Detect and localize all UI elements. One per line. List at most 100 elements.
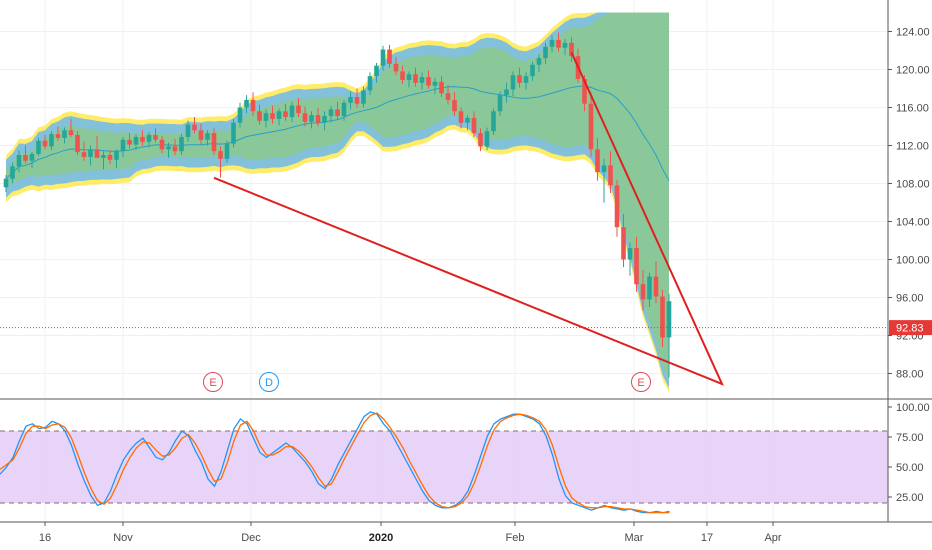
candle-body: [348, 97, 353, 103]
candle-body: [387, 49, 392, 64]
candle-body: [283, 111, 288, 117]
stochastic-oscillator: [0, 411, 888, 514]
candle-body: [361, 90, 366, 104]
candle-body: [23, 155, 28, 161]
candle-body: [452, 99, 457, 112]
candle-body: [10, 166, 15, 179]
y-tick-label: 100.00: [896, 255, 930, 267]
candle-body: [335, 109, 340, 117]
y-tick-label: 120.00: [896, 65, 930, 77]
candle-body: [49, 134, 54, 147]
candle-body: [426, 77, 431, 86]
candle-body: [634, 248, 639, 285]
event-marker-circle: [203, 372, 223, 392]
candle-body: [133, 136, 139, 145]
candle-body: [549, 40, 555, 47]
event-marker-circle: [259, 372, 279, 392]
candle-body: [556, 40, 561, 48]
candle-body: [322, 116, 327, 123]
candle-body: [205, 133, 210, 140]
candle-body: [101, 155, 106, 158]
stoch-k-line: [0, 411, 670, 514]
trendline-wedge: [213, 51, 724, 386]
candle-body: [302, 113, 308, 122]
candle-body: [393, 63, 399, 72]
candle-body: [192, 124, 197, 131]
candle-body: [55, 134, 61, 138]
candle-body: [536, 58, 542, 65]
candle-body: [211, 133, 217, 152]
candle-body: [595, 149, 600, 173]
candle-body: [153, 135, 158, 140]
event-marker-label: D: [265, 377, 273, 389]
candle-body: [114, 151, 119, 160]
candle-body: [608, 165, 613, 186]
candle-body: [146, 135, 152, 142]
candle-body: [62, 130, 67, 138]
x-tick-label: 2020: [369, 532, 393, 544]
candle-body: [510, 75, 516, 90]
candle-body: [68, 130, 74, 136]
y-tick-label: 116.00: [896, 103, 929, 115]
candle-body: [627, 248, 633, 260]
y-tick-label: 88.00: [896, 369, 924, 381]
x-tick-label: Dec: [241, 532, 261, 544]
candlesticks: [3, 32, 672, 378]
y-tick-label: 96.00: [896, 293, 924, 305]
candle-body: [530, 64, 535, 77]
candle-body: [296, 105, 301, 114]
bollinger-band-green: [6, 12, 669, 379]
last-price-badge: [889, 320, 932, 336]
candle-body: [666, 301, 672, 338]
candle-body: [88, 149, 93, 157]
candle-body: [653, 276, 659, 297]
osc-y-tick-label: 25.00: [896, 492, 924, 504]
candle-body: [569, 42, 574, 57]
osc-y-tick-label: 50.00: [896, 462, 924, 474]
candle-body: [29, 154, 35, 161]
stoch-d-line: [0, 412, 670, 514]
candle-body: [504, 89, 509, 96]
candle-body: [484, 131, 490, 147]
candle-body: [601, 165, 607, 173]
candle-body: [582, 79, 587, 104]
candle-body: [81, 152, 87, 157]
x-tick-label: 17: [701, 532, 713, 544]
trendlines: [0, 51, 888, 386]
osc-y-tick-label: 75.00: [896, 432, 924, 444]
candle-body: [465, 117, 470, 123]
candle-body: [250, 99, 256, 112]
candle-body: [413, 74, 418, 83]
candle-body: [16, 155, 22, 167]
candle-body: [257, 111, 262, 121]
candle-body: [614, 185, 620, 228]
candle-body: [263, 113, 269, 121]
candle-body: [471, 117, 477, 134]
candle-body: [237, 107, 243, 123]
candle-body: [231, 122, 236, 144]
candle-body: [120, 139, 126, 152]
candle-body: [491, 111, 496, 132]
stoch-overbought-oversold-band: [0, 431, 888, 503]
candle-body: [289, 105, 295, 117]
candle-body: [367, 76, 373, 91]
candle-body: [406, 74, 412, 80]
candle-body: [588, 103, 594, 150]
candle-body: [198, 130, 204, 140]
candle-body: [159, 139, 165, 150]
x-tick-label: Mar: [625, 532, 644, 544]
candle-body: [270, 113, 275, 119]
candle-body: [562, 42, 568, 48]
candle-body: [640, 284, 646, 300]
y-tick-label: 108.00: [896, 179, 930, 191]
candle-body: [517, 75, 522, 83]
y-tick-label: 112.00: [896, 141, 929, 153]
x-tick-label: 16: [39, 532, 51, 544]
candle-body: [380, 49, 386, 66]
candle-body: [419, 77, 425, 83]
candle-body: [400, 71, 405, 80]
x-tick-label: Apr: [764, 532, 781, 544]
